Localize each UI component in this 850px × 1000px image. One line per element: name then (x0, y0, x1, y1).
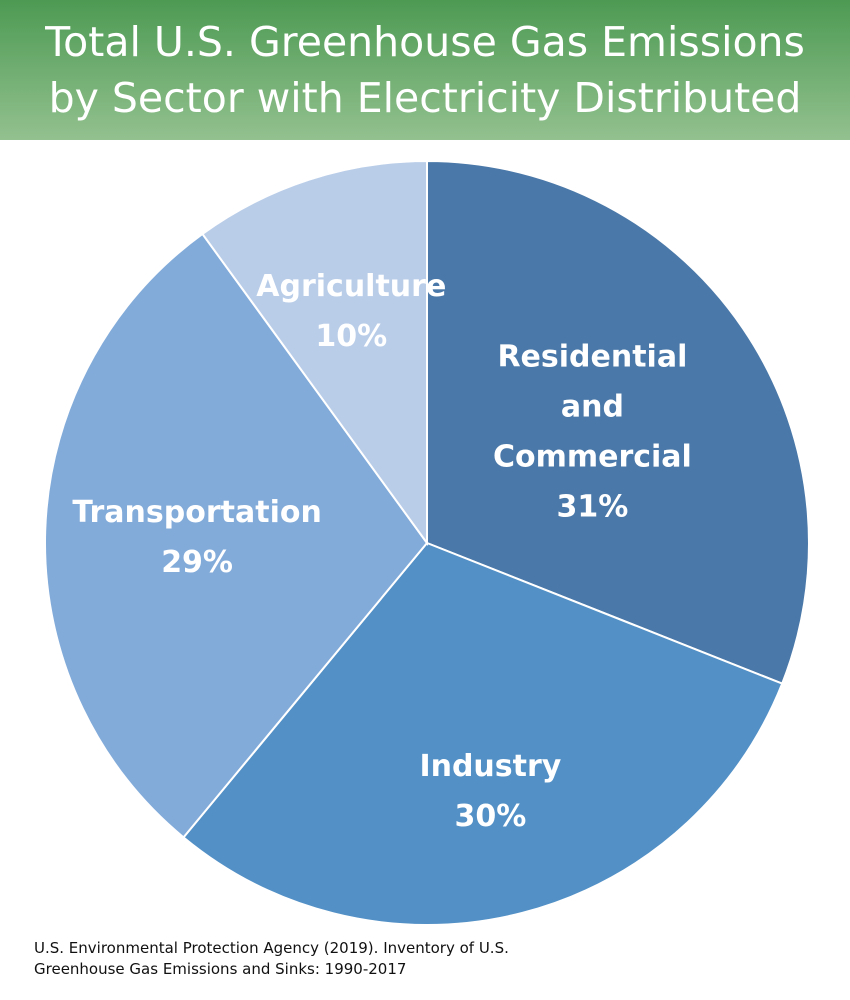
title-banner: Total U.S. Greenhouse Gas Emissions by S… (0, 0, 850, 140)
chart-title-line-1: Total U.S. Greenhouse Gas Emissions (45, 18, 805, 66)
slice-label: Industry 30% (419, 749, 561, 834)
slice-percent-label: 30% (454, 799, 526, 834)
source-line-2: Greenhouse Gas Emissions and Sinks: 1990… (34, 960, 407, 978)
slice-label: Residential and Commercial 31% (493, 340, 692, 525)
slice-name-label: Commercial (493, 440, 692, 475)
slice-name-label: Transportation (72, 495, 321, 530)
source-line-1: U.S. Environmental Protection Agency (20… (34, 939, 509, 957)
slice-name-label: Agriculture (256, 269, 446, 304)
chart-title-line-2: by Sector with Electricity Distributed (48, 74, 802, 122)
slice-name-label: Residential (497, 340, 687, 375)
slice-name-label: Industry (419, 749, 561, 784)
slice-percent-label: 29% (161, 545, 233, 580)
pie-labels: Residential and Commercial 31% Industry 30% Tr… (72, 269, 691, 834)
pie-slice (182, 541, 784, 926)
pie-slice (426, 159, 810, 685)
source-note: U.S. Environmental Protection Agency (20… (34, 938, 824, 980)
slice-name-label: and (561, 390, 624, 425)
pie-chart: Residential and Commercial 31% Industry 30% Tr… (44, 159, 810, 926)
slice-label: Transportation 29% (72, 495, 321, 580)
slice-percent-label: 31% (556, 490, 628, 525)
pie-slice (201, 159, 428, 547)
slice-percent-label: 10% (315, 319, 387, 354)
pie-slices (44, 159, 810, 926)
slice-label: Agriculture 10% (256, 269, 446, 354)
pie-slice (44, 232, 429, 839)
